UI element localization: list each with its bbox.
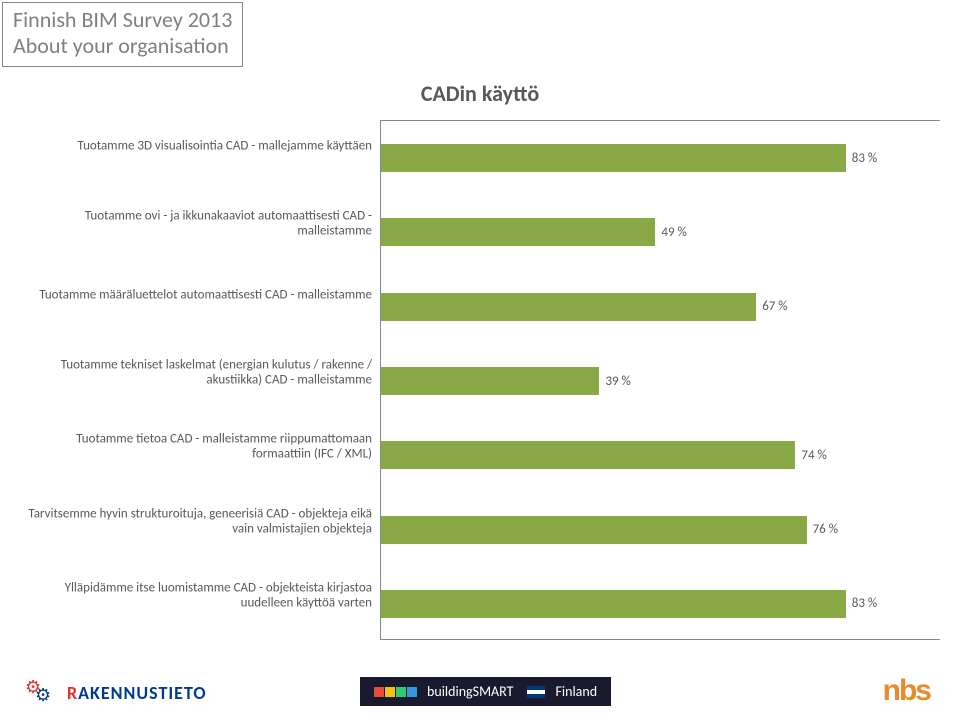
chart-category-label: Tuotamme ovi - ja ikkunakaaviot automaat… (20, 210, 380, 240)
bar-fill (381, 144, 846, 172)
chart-bars-column: 83 % 49 % 67 % 39 % 74 % 76 % 83 % (380, 120, 940, 640)
rakennustieto-text: RAKENNUSTIETO (67, 682, 207, 704)
header-box: Finnish BIM Survey 2013 About your organ… (2, 2, 243, 67)
flag-icon (527, 686, 545, 698)
bar-value-label: 83 % (852, 151, 877, 166)
header-title-1: Finnish BIM Survey 2013 (13, 7, 232, 33)
chart-category-label: Tuotamme määräluettelot automaattisesti … (20, 288, 380, 303)
bar-fill (381, 516, 807, 544)
chart-labels-column: Tuotamme 3D visualisointia CAD - malleja… (20, 120, 380, 640)
buildingsmart-logo: buildingSMART Finland (360, 677, 611, 706)
chart-bar: 39 % (381, 367, 941, 395)
bar-value-label: 67 % (762, 299, 787, 314)
bar-fill (381, 590, 846, 618)
bar-value-label: 49 % (661, 225, 686, 240)
chart-bar: 76 % (381, 516, 941, 544)
footer: ⚙ ⚙ RAKENNUSTIETO buildingSMART Finland … (0, 666, 960, 716)
buildingsmart-country: Finland (555, 683, 597, 700)
header-title-2: About your organisation (13, 33, 232, 59)
buildingsmart-text: buildingSMART (427, 683, 513, 700)
gear-icon: ⚙ ⚙ (25, 676, 59, 710)
bar-fill (381, 441, 795, 469)
bar-fill (381, 293, 756, 321)
chart-bar: 83 % (381, 144, 941, 172)
chart-title: CADin käyttö (0, 80, 960, 107)
bar-value-label: 76 % (813, 522, 838, 537)
bar-fill (381, 367, 599, 395)
chart-bar: 83 % (381, 590, 941, 618)
chart-category-label: Tuotamme 3D visualisointia CAD - malleja… (20, 139, 380, 154)
chart-category-label: Tarvitsemme hyvin strukturoituja, geneer… (20, 507, 380, 537)
chart-bar: 67 % (381, 293, 941, 321)
nbs-logo: nbs (883, 674, 930, 708)
bar-value-label: 74 % (801, 448, 826, 463)
chart-category-label: Tuotamme tekniset laskelmat (energian ku… (20, 359, 380, 389)
bar-value-label: 39 % (605, 374, 630, 389)
bar-chart: Tuotamme 3D visualisointia CAD - malleja… (20, 120, 940, 640)
chart-category-label: Ylläpidämme itse luomistamme CAD - objek… (20, 581, 380, 611)
chart-bar: 49 % (381, 218, 941, 246)
cube-icon (374, 687, 417, 697)
chart-category-label: Tuotamme tietoa CAD - malleistamme riipp… (20, 433, 380, 463)
bar-value-label: 83 % (852, 596, 877, 611)
bar-fill (381, 218, 655, 246)
chart-bar: 74 % (381, 441, 941, 469)
rakennustieto-logo: ⚙ ⚙ RAKENNUSTIETO (25, 676, 207, 710)
